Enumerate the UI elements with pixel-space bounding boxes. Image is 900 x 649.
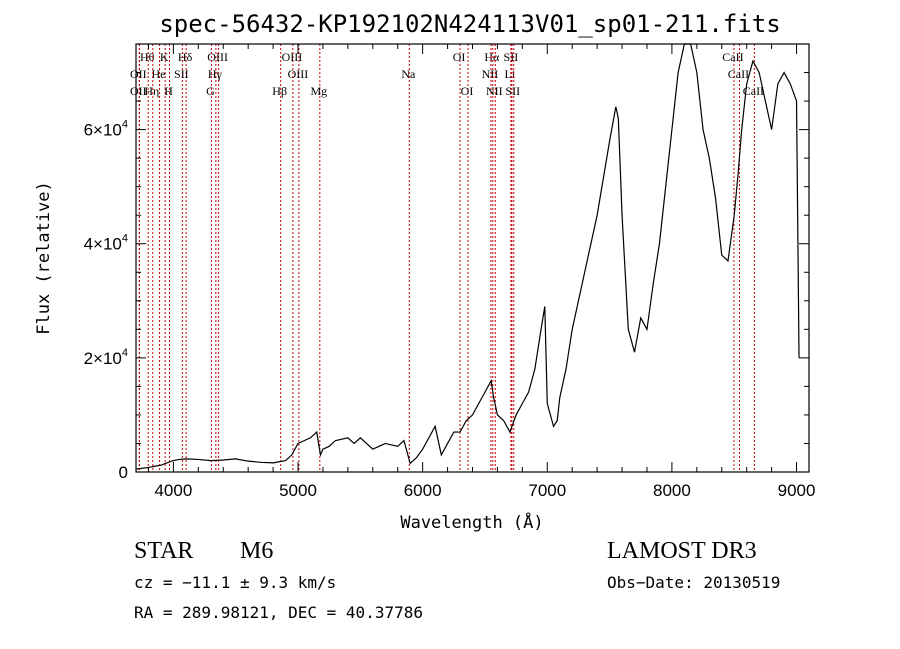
emission-line-label: Hδ	[178, 50, 193, 64]
emission-line-label: SII	[174, 67, 189, 81]
obs-date: Obs−Date: 20130519	[607, 573, 781, 592]
emission-line-label: Hα	[484, 50, 500, 64]
x-tick-label: 8000	[653, 481, 691, 500]
x-tick-label: 9000	[778, 481, 816, 500]
emission-line-markers: Hθ K Hδ OIII OIII OI Hα SII CaII OII He SII Hγ OIII Na…	[130, 44, 764, 472]
y-tick-mantissa: 0	[119, 463, 128, 482]
emission-line-label: CaII	[722, 50, 743, 64]
emission-line-label: SII	[505, 84, 520, 98]
emission-line-label: H	[164, 84, 173, 98]
object-subclass: M6	[240, 538, 274, 564]
spectrum-line	[135, 43, 800, 470]
y-tick-label: 2×104	[84, 347, 128, 368]
y-tick-exponent: 4	[122, 119, 128, 131]
emission-line-label: OI	[453, 50, 466, 64]
y-tick-label: 6×104	[84, 119, 128, 140]
y-axis-label: Flux (relative)	[34, 181, 54, 335]
emission-line-label: Hγ	[208, 67, 223, 81]
survey-name: LAMOST DR3	[607, 538, 757, 564]
x-tick-label: 7000	[528, 481, 566, 500]
emission-line-label: He	[152, 67, 166, 81]
spectrum-series	[135, 43, 800, 470]
plot-frame	[135, 43, 810, 473]
emission-line-label: Li	[505, 67, 516, 81]
x-tick-label: 6000	[404, 481, 442, 500]
emission-line-label: NII	[486, 84, 503, 98]
emission-line-label: OIII	[207, 50, 228, 64]
emission-line-label: OII	[130, 67, 147, 81]
redshift-cz: cz = −11.1 ± 9.3 km/s	[134, 573, 337, 592]
emission-line-label: CaII	[728, 67, 749, 81]
object-type: STAR	[134, 538, 194, 564]
emission-line-label: OIII	[288, 67, 309, 81]
emission-line-label: Mg	[310, 84, 327, 98]
y-tick-mantissa: 4×10	[84, 235, 122, 254]
emission-line-label: G	[206, 84, 215, 98]
emission-line-label: OII	[130, 84, 147, 98]
x-tick-label: 4000	[154, 481, 192, 500]
emission-line-label: OI	[461, 84, 474, 98]
y-tick-label: 0	[119, 463, 128, 482]
y-tick-label: 4×104	[84, 233, 128, 254]
emission-line-label: NII	[482, 67, 499, 81]
emission-line-label: Na	[401, 67, 416, 81]
x-tick-label: 5000	[279, 481, 317, 500]
chart-title: spec-56432-KP192102N424113V01_sp01-211.f…	[159, 10, 780, 38]
emission-line-label: Hβ	[272, 84, 287, 98]
x-axis-label: Wavelength (Å)	[400, 511, 543, 533]
y-tick-exponent: 4	[122, 347, 128, 359]
emission-line-label: K	[160, 50, 169, 64]
y-tick-exponent: 4	[122, 233, 128, 245]
emission-line-label: OIII	[282, 50, 303, 64]
emission-line-label: Hθ	[140, 50, 155, 64]
emission-line-label: Hη	[144, 84, 159, 98]
y-tick-mantissa: 6×10	[84, 121, 122, 140]
coordinates: RA = 289.98121, DEC = 40.37786	[134, 603, 423, 622]
emission-line-label: CaII	[743, 84, 764, 98]
y-tick-mantissa: 2×10	[84, 349, 122, 368]
